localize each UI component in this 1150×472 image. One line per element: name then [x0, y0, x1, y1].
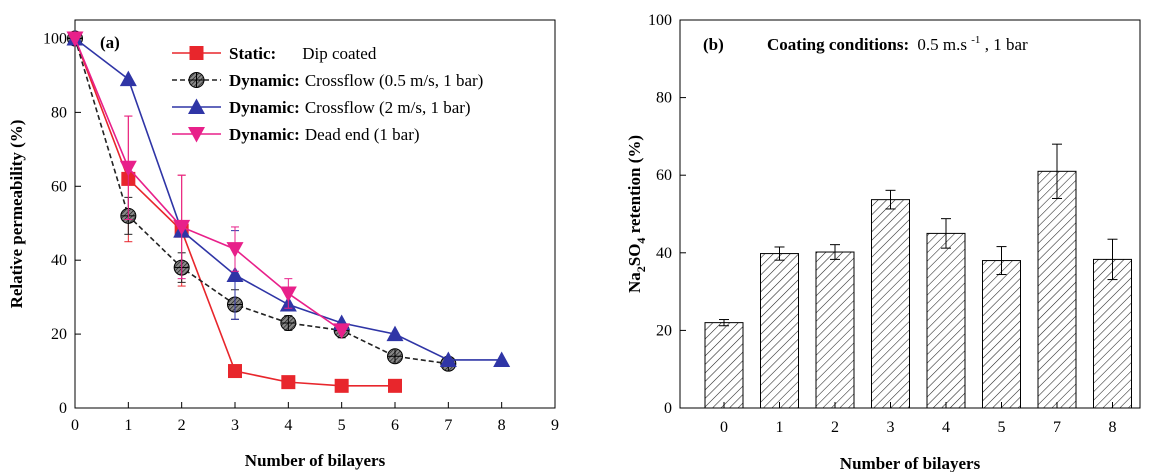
marker-triangle-down [66, 31, 84, 47]
panel-b-annotation: Coating conditions: 0.5 m.s -1 , 1 bar [767, 28, 1028, 54]
bar-0 [704, 322, 744, 409]
marker-square [189, 46, 204, 60]
panel-b-annotation-exponent: -1 [971, 34, 980, 46]
bar-5 [982, 260, 1021, 409]
x-tick-label: 7 [1053, 419, 1061, 436]
ylabel-part-so: SO [625, 244, 644, 267]
ylabel-sub-2: 2 [634, 266, 648, 272]
legend-label-text: Dip coated [302, 44, 377, 63]
x-tick-label: 3 [231, 417, 239, 434]
bar-8 [1093, 258, 1132, 409]
marker-square [281, 375, 296, 390]
y-tick-label: 0 [59, 400, 67, 417]
x-tick-label: 4 [284, 417, 292, 434]
marker-triangle-up [119, 70, 137, 87]
y-tick-label: 60 [656, 167, 672, 184]
y-tick-label: 100 [648, 12, 672, 29]
marker-triangle-down [226, 242, 244, 258]
ylabel-sub-4: 4 [634, 238, 648, 244]
panel-a-x-axis-title: Number of bilayers [245, 451, 386, 470]
y-tick-label: 0 [664, 400, 672, 417]
x-tick-label: 4 [942, 419, 950, 436]
panel-b-bars: 0 1 2 3 4 5 7 8 [704, 143, 1132, 436]
marker-square [228, 364, 242, 379]
legend-label: Dynamic: Dead end (1 bar) [229, 125, 420, 144]
x-tick-label: 2 [178, 417, 186, 434]
panel-a-y-axis: 0 20 40 60 80 100 [43, 30, 81, 417]
panel-a-x-axis: 0 1 2 3 4 5 6 7 8 9 [71, 402, 559, 434]
marker-square [388, 378, 402, 393]
legend-label: Dynamic: Crossflow (0.5 m/s, 1 bar) [229, 71, 483, 90]
x-tick-label: 1 [124, 417, 132, 434]
marker-triangle-down [333, 323, 351, 339]
x-tick-label: 0 [71, 417, 79, 434]
legend-label-text: Dead end (1 bar) [305, 125, 420, 144]
panel-b-annotation-value: 0.5 m.s [917, 35, 967, 54]
marker-triangle-down [119, 160, 137, 177]
ylabel-part-na: Na [625, 272, 644, 293]
y-tick-label: 80 [51, 104, 67, 121]
y-tick-label: 20 [656, 322, 672, 339]
legend-label: Dynamic: Crossflow (2 m/s, 1 bar) [229, 98, 471, 117]
marker-triangle-up [386, 325, 404, 342]
marker-triangle-up [226, 266, 244, 282]
legend-label-text: Crossflow (0.5 m/s, 1 bar) [305, 71, 483, 90]
bar-7 [1037, 170, 1077, 409]
bar-3 [871, 199, 910, 409]
marker-triangle-up [439, 351, 457, 367]
panel-a-relative-permeability: 0 20 40 60 80 100 0 1 2 3 4 5 6 7 8 9 (a) Number of bi… [7, 19, 559, 470]
x-tick-label: 5 [998, 419, 1006, 436]
marker-triangle-up [493, 351, 511, 367]
ylabel-part-retention: retention (%) [625, 135, 644, 238]
panel-b-retention: 0 20 40 60 80 100 0 1 2 3 4 5 7 8 (b) Coating condit… [625, 12, 1141, 472]
panel-a-label: (a) [100, 33, 120, 52]
panel-b-annotation-tail: , 1 bar [985, 35, 1028, 54]
panel-a-y-axis-title: Relative permeability (%) [7, 120, 26, 309]
panel-b-label: (b) [703, 35, 724, 54]
x-tick-label: 3 [887, 419, 895, 436]
panel-a-plot-frame [74, 19, 556, 409]
legend-label-bold: Dynamic: [229, 98, 300, 117]
x-tick-label: 9 [551, 417, 559, 434]
y-tick-label: 40 [51, 252, 67, 269]
x-tick-label: 8 [1109, 419, 1117, 436]
bar-2 [815, 251, 855, 409]
x-tick-label: 8 [498, 417, 506, 434]
series-line [74, 38, 449, 365]
x-tick-label: 2 [831, 419, 839, 436]
marker-square [334, 378, 349, 393]
series-3 [66, 31, 351, 339]
panel-b-x-axis-title: Number of bilayers [840, 454, 981, 472]
legend-label-bold: Static: [229, 44, 276, 63]
y-tick-label: 100 [43, 30, 67, 47]
panel-b-annotation-bold: Coating conditions: [767, 35, 909, 54]
marker-triangle-down [188, 127, 205, 143]
y-tick-label: 40 [656, 245, 672, 262]
panel-b-y-axis-title: Na2SO4 retention (%) [625, 135, 648, 293]
bar-4 [926, 232, 966, 409]
panel-b-y-axis: 0 20 40 60 80 100 [648, 12, 686, 417]
x-tick-label: 1 [776, 419, 784, 436]
y-tick-label: 60 [51, 178, 67, 195]
series-line [74, 38, 343, 332]
panel-a-series [66, 29, 511, 393]
marker-triangle-down [173, 219, 191, 236]
legend-label: Static: Dip coated [229, 44, 377, 63]
x-tick-label: 5 [338, 417, 346, 434]
y-tick-label: 20 [51, 326, 67, 343]
marker-triangle-up [188, 98, 205, 114]
marker-triangle-down [279, 286, 297, 302]
y-tick-label: 80 [656, 90, 672, 107]
x-tick-label: 0 [720, 419, 728, 436]
legend-label-bold: Dynamic: [229, 71, 300, 90]
legend-label-bold: Dynamic: [229, 125, 300, 144]
x-tick-label: 6 [391, 417, 399, 434]
legend-label-text: Crossflow (2 m/s, 1 bar) [305, 98, 471, 117]
x-tick-label: 7 [444, 417, 452, 434]
bar-1 [760, 253, 799, 409]
